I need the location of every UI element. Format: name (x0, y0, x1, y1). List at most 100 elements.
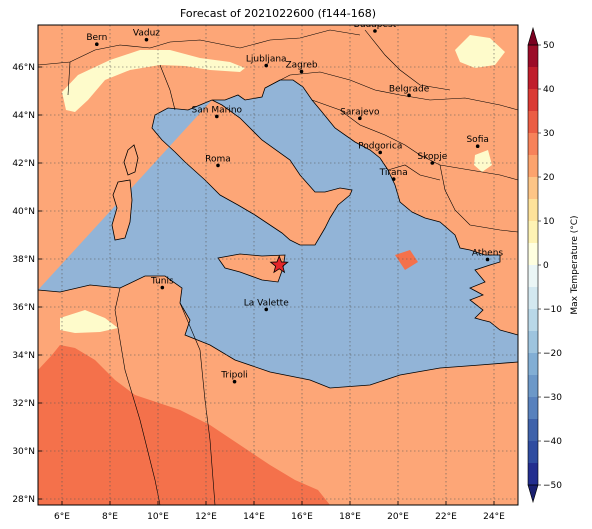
city-dot (232, 379, 237, 384)
city-dot (358, 116, 362, 121)
chart-title: Forecast of 2021022600 (f144-168) (179, 7, 377, 20)
city-dot (391, 177, 396, 181)
city-label: Bern (86, 33, 107, 43)
colorbar-level (528, 419, 538, 441)
colorbar-level (528, 155, 538, 177)
lat-tick-label: 32°N (12, 399, 35, 409)
lat-tick-label: 34°N (12, 351, 35, 361)
colorbar-tick-label: 10 (543, 217, 555, 227)
lat-tick-label: 28°N (12, 495, 35, 505)
city-dot (430, 161, 435, 165)
colorbar: 50 40 30 20 10 0 −10 −20 −30 −40 −50 Max Temperatur… (527, 26, 580, 504)
coastline (38, 79, 518, 389)
city-label: Podgorica (358, 141, 402, 151)
colorbar-level (528, 67, 538, 89)
city-label: Vaduz (133, 29, 160, 39)
lon-tick-label: 16°E (291, 512, 313, 522)
colorbar-tick-label: −50 (543, 481, 562, 491)
warm-zone-islands (395, 250, 418, 270)
colorbar-under-arrow (527, 484, 539, 504)
lat-tick-label: 46°N (12, 63, 35, 73)
colorbar-level (528, 397, 538, 419)
gridlines (38, 25, 518, 505)
city-dot (373, 29, 377, 33)
lat-tick-label: 30°N (12, 447, 35, 457)
sicily-island (218, 254, 285, 282)
lon-tick-label: 18°E (339, 512, 361, 522)
colorbar-level (528, 45, 538, 67)
colorbar-level (528, 375, 538, 397)
city-label: Sofia (466, 135, 488, 145)
colorbar-level (528, 221, 538, 243)
colorbar-level (528, 89, 538, 111)
colorbar-level (528, 331, 538, 353)
map-frame (37, 24, 519, 506)
city-label: Ljubljana (246, 55, 287, 65)
colorbar-level (528, 243, 538, 265)
colorbar-tick-label: 40 (543, 85, 555, 95)
city-label: Zagreb (285, 61, 317, 71)
city-label: Belgrade (389, 84, 430, 94)
colorbar-level (528, 441, 538, 463)
city-label: Budapest (354, 20, 397, 30)
lon-tick-label: 10°E (147, 512, 169, 522)
cool-zone-alps (62, 50, 245, 112)
city-label: Roma (205, 154, 231, 164)
colorbar-tick-label: 20 (543, 173, 555, 183)
city-dot (95, 42, 99, 46)
lat-tick-label: 40°N (12, 207, 35, 217)
cool-zone-balkans (455, 35, 505, 68)
colorbar-level (528, 133, 538, 155)
colorbar-tick-label: −20 (543, 349, 562, 359)
city-dot (407, 93, 411, 98)
colorbar-level (528, 199, 538, 221)
country-borders (38, 29, 518, 505)
colorbar-level (528, 177, 538, 199)
colorbar-tick-label: 50 (543, 41, 555, 51)
city-dot (216, 163, 220, 168)
colorbar-tick-label: 30 (543, 129, 555, 139)
colorbar-level (528, 309, 538, 331)
colorbar-level (528, 265, 538, 287)
lat-tick-label: 44°N (12, 111, 35, 121)
colorbar-tick-label: 0 (543, 261, 549, 271)
city-dot (264, 63, 269, 68)
city-label: Tripoli (220, 371, 248, 381)
cool-zone-tunisia (60, 310, 118, 333)
city-label: San Marino (192, 105, 243, 115)
lon-tick-label: 20°E (387, 512, 409, 522)
city-dot (485, 257, 490, 262)
colorbar-tick-label: −10 (543, 305, 562, 315)
colorbar-tick-label: −30 (543, 393, 562, 403)
colorbar-over-arrow (527, 26, 539, 46)
city-label: Skopje (417, 152, 447, 162)
lon-tick-label: 24°E (483, 512, 505, 522)
city-dot (378, 150, 383, 155)
lon-tick-label: 14°E (243, 512, 265, 522)
colorbar-tick-label: −40 (543, 437, 562, 447)
sardinia-island (112, 180, 132, 240)
city-label: La Valette (244, 298, 289, 308)
lat-tick-label: 36°N (12, 303, 35, 313)
colorbar-level (528, 463, 538, 485)
city-dot (475, 144, 480, 148)
colorbar-level (528, 111, 538, 133)
lon-tick-label: 6°E (54, 512, 70, 522)
city-label: Tunis (150, 277, 174, 287)
lon-tick-label: 8°E (102, 512, 118, 522)
lat-tick-label: 42°N (12, 159, 35, 169)
city-label: Sarajevo (340, 107, 380, 117)
lon-tick-label: 22°E (435, 512, 457, 522)
star-marker (269, 254, 289, 274)
axis-ticks: 6°E 8°E 10°E 12°E 14°E 16°E 18°E 20°E 22°E 24°E 28… (12, 63, 505, 522)
city-dot (160, 285, 165, 290)
colorbar-level (528, 287, 538, 309)
cool-zone-greece (474, 150, 492, 172)
lon-tick-label: 12°E (195, 512, 217, 522)
warm-zone-africa (38, 345, 330, 505)
city-dot (144, 37, 149, 42)
city-label: Tirana (379, 168, 408, 178)
